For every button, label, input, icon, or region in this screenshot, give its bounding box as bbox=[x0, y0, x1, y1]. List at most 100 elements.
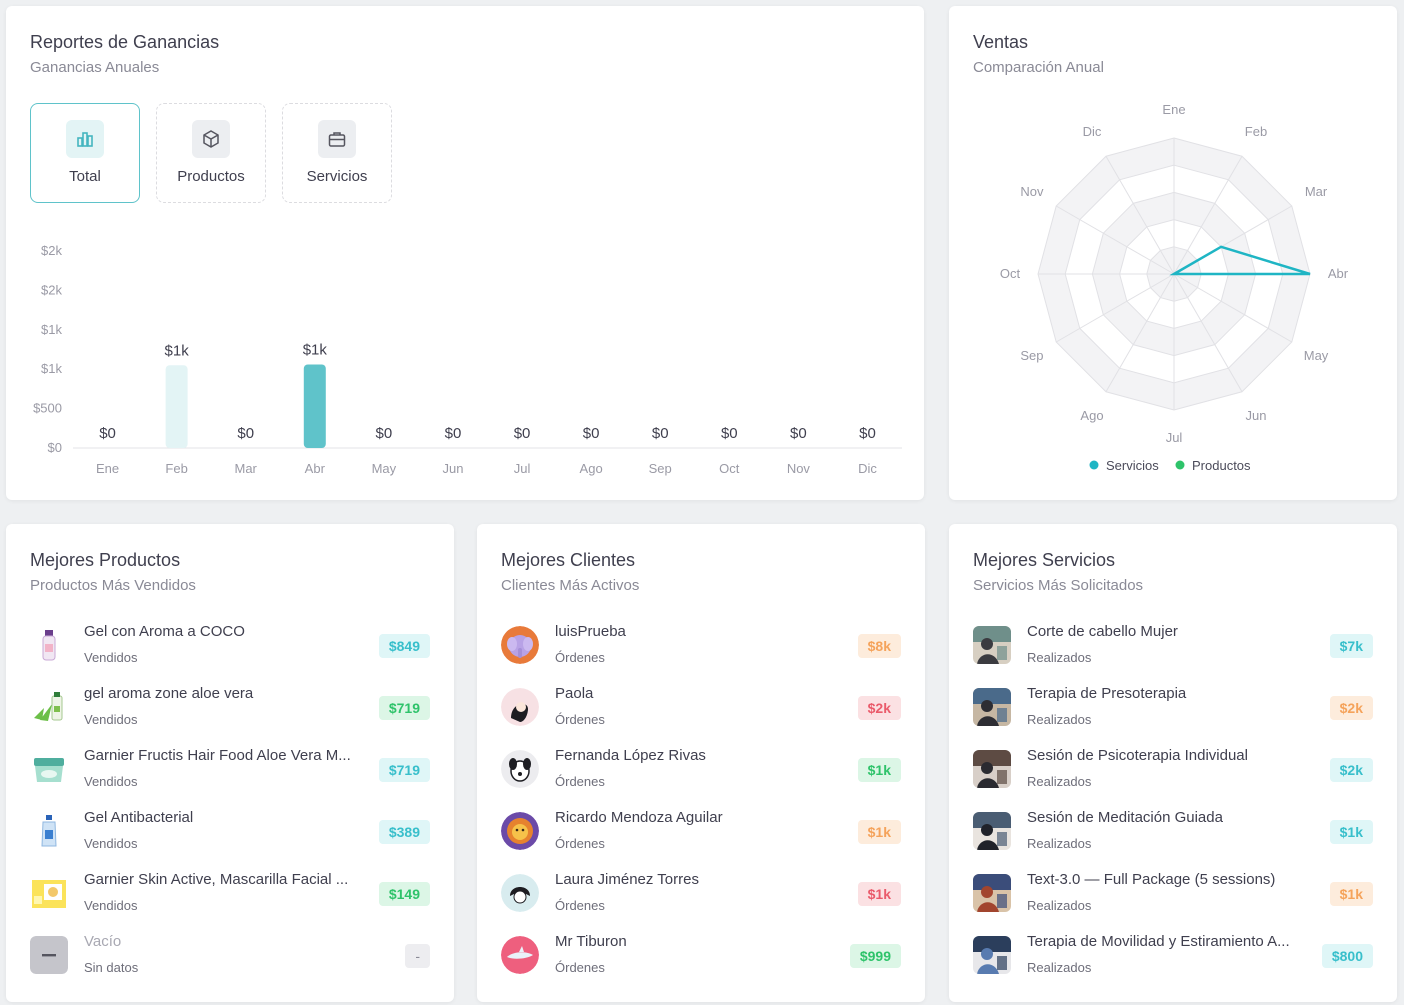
data-label: $0 bbox=[237, 425, 254, 442]
product-row[interactable]: Gel Antibacterial Vendidos $389 bbox=[30, 808, 430, 858]
pressotherapy-photo-icon bbox=[973, 688, 1011, 726]
y-tick-label: $2k bbox=[41, 282, 62, 297]
dog-avatar-icon bbox=[501, 750, 539, 788]
shark-avatar-icon bbox=[501, 936, 539, 974]
service-caption: Realizados bbox=[1027, 836, 1092, 851]
client-caption: Órdenes bbox=[555, 774, 605, 789]
x-tick-label: May bbox=[372, 461, 397, 476]
y-tick-label: $0 bbox=[48, 440, 62, 455]
top-products-card: Mejores Productos Productos Más Vendidos… bbox=[6, 524, 454, 1002]
haircut-photo-icon bbox=[973, 626, 1011, 664]
tab-total[interactable]: Total bbox=[30, 103, 140, 203]
radar-series-servicios bbox=[1169, 245, 1311, 276]
x-tick-label: Feb bbox=[165, 461, 187, 476]
client-caption: Órdenes bbox=[555, 960, 605, 975]
radar-axis-label: Dic bbox=[1083, 124, 1102, 139]
sanitizer-bottle-icon bbox=[30, 812, 68, 850]
radar-axis-label: May bbox=[1304, 348, 1329, 363]
service-name: Text-3.0 — Full Package (5 sessions) bbox=[1027, 871, 1276, 888]
product-amount-badge: $389 bbox=[378, 820, 430, 844]
service-caption: Realizados bbox=[1027, 712, 1092, 727]
radar-axis-label: Feb bbox=[1245, 124, 1267, 139]
earnings-subtitle: Ganancias Anuales bbox=[30, 59, 160, 76]
lion-avatar-icon bbox=[501, 812, 539, 850]
product-caption: Vendidos bbox=[84, 836, 138, 851]
y-tick-label: $1k bbox=[41, 322, 62, 337]
earnings-card: Reportes de Ganancias Ganancias Anuales … bbox=[6, 6, 924, 500]
radar-axis-label: Abr bbox=[1328, 266, 1349, 281]
client-amount-badge: $999 bbox=[849, 944, 901, 968]
service-row[interactable]: Terapia de Presoterapia Realizados $2k bbox=[973, 684, 1373, 734]
x-tick-label: Ago bbox=[580, 461, 603, 476]
client-row[interactable]: Fernanda López Rivas Órdenes $1k bbox=[501, 746, 901, 796]
products-subtitle: Productos Más Vendidos bbox=[30, 577, 196, 594]
sales-subtitle: Comparación Anual bbox=[973, 59, 1104, 76]
bar-chart-icon bbox=[66, 120, 104, 158]
y-tick-label: $2k bbox=[41, 243, 62, 258]
data-label: $0 bbox=[859, 425, 876, 442]
radar-axis-label: Oct bbox=[1000, 266, 1021, 281]
earnings-title: Reportes de Ganancias bbox=[30, 32, 220, 52]
gel-bottle-icon bbox=[30, 626, 68, 664]
stretching-photo-icon bbox=[973, 936, 1011, 974]
product-row[interactable]: Vacío Sin datos - bbox=[30, 932, 430, 982]
data-label: $0 bbox=[790, 425, 807, 442]
service-name: Corte de cabello Mujer bbox=[1027, 623, 1178, 640]
data-label: $1k bbox=[165, 342, 190, 359]
client-name: Mr Tiburon bbox=[555, 933, 627, 950]
services-subtitle: Servicios Más Solicitados bbox=[973, 577, 1144, 594]
radar-axis-label: Jun bbox=[1246, 408, 1267, 423]
tab-productos[interactable]: Productos bbox=[156, 103, 266, 203]
product-name: Gel Antibacterial bbox=[84, 809, 194, 826]
radar-spoke bbox=[1173, 273, 1293, 343]
product-caption: Sin datos bbox=[84, 960, 139, 975]
client-row[interactable]: Mr Tiburon Órdenes $999 bbox=[501, 932, 901, 982]
client-name: luisPrueba bbox=[555, 623, 626, 640]
service-name: Terapia de Movilidad y Estiramiento A... bbox=[1027, 933, 1290, 950]
client-row[interactable]: Paola Órdenes $2k bbox=[501, 684, 901, 734]
product-row[interactable]: Gel con Aroma a COCO Vendidos $849 bbox=[30, 622, 430, 672]
data-label: $0 bbox=[583, 425, 600, 442]
therapy-photo-icon bbox=[973, 750, 1011, 788]
client-amount-badge: $1k bbox=[857, 820, 901, 844]
tab-servicios[interactable]: Servicios bbox=[282, 103, 392, 203]
product-name: Garnier Skin Active, Mascarilla Facial .… bbox=[84, 871, 349, 888]
client-caption: Órdenes bbox=[555, 898, 605, 913]
product-row[interactable]: gel aroma zone aloe vera Vendidos $719 bbox=[30, 684, 430, 734]
woman-avatar-icon bbox=[501, 688, 539, 726]
client-row[interactable]: luisPrueba Órdenes $8k bbox=[501, 622, 901, 672]
client-row[interactable]: Ricardo Mendoza Aguilar Órdenes $1k bbox=[501, 808, 901, 858]
service-row[interactable]: Corte de cabello Mujer Realizados $7k bbox=[973, 622, 1373, 672]
radar-spoke bbox=[1055, 205, 1175, 275]
client-row[interactable]: Laura Jiménez Torres Órdenes $1k bbox=[501, 870, 901, 920]
data-label: $0 bbox=[514, 425, 531, 442]
service-amount-badge: $1k bbox=[1329, 820, 1373, 844]
client-caption: Órdenes bbox=[555, 836, 605, 851]
tab-servicios-label: Servicios bbox=[306, 168, 368, 185]
data-label: $0 bbox=[99, 425, 116, 442]
hair-mask-jar-icon bbox=[30, 750, 68, 788]
product-name: Vacío bbox=[84, 933, 122, 950]
service-amount-badge: $7k bbox=[1329, 634, 1373, 658]
service-caption: Realizados bbox=[1027, 960, 1092, 975]
x-tick-label: Dic bbox=[858, 461, 877, 476]
data-label: $0 bbox=[445, 425, 462, 442]
service-row[interactable]: Terapia de Movilidad y Estiramiento A...… bbox=[973, 932, 1373, 982]
product-amount-badge: - bbox=[405, 944, 430, 968]
sales-title: Ventas bbox=[973, 32, 1029, 52]
sales-radar-chart: Ene Feb Mar Abr May Jun Jul Ago Sep Oct Nov Dic Serv… bbox=[1000, 102, 1349, 473]
service-name: Sesión de Meditación Guiada bbox=[1027, 809, 1223, 826]
product-amount-badge: $849 bbox=[378, 634, 430, 658]
box-icon bbox=[192, 120, 230, 158]
product-row[interactable]: Garnier Fructis Hair Food Aloe Vera M...… bbox=[30, 746, 430, 796]
service-row[interactable]: Sesión de Meditación Guiada Realizados $1k bbox=[973, 808, 1373, 858]
service-caption: Realizados bbox=[1027, 898, 1092, 913]
elephant-avatar-icon bbox=[501, 626, 539, 664]
clients-title: Mejores Clientes bbox=[501, 550, 636, 570]
radar-spoke bbox=[1173, 155, 1243, 275]
service-row[interactable]: Text-3.0 — Full Package (5 sessions) Real… bbox=[973, 870, 1373, 920]
service-row[interactable]: Sesión de Psicoterapia Individual Realiza… bbox=[973, 746, 1373, 796]
product-row[interactable]: Garnier Skin Active, Mascarilla Facial .… bbox=[30, 870, 430, 920]
legend-marker-servicios bbox=[1089, 460, 1099, 470]
face-mask-pack-icon bbox=[30, 874, 68, 912]
